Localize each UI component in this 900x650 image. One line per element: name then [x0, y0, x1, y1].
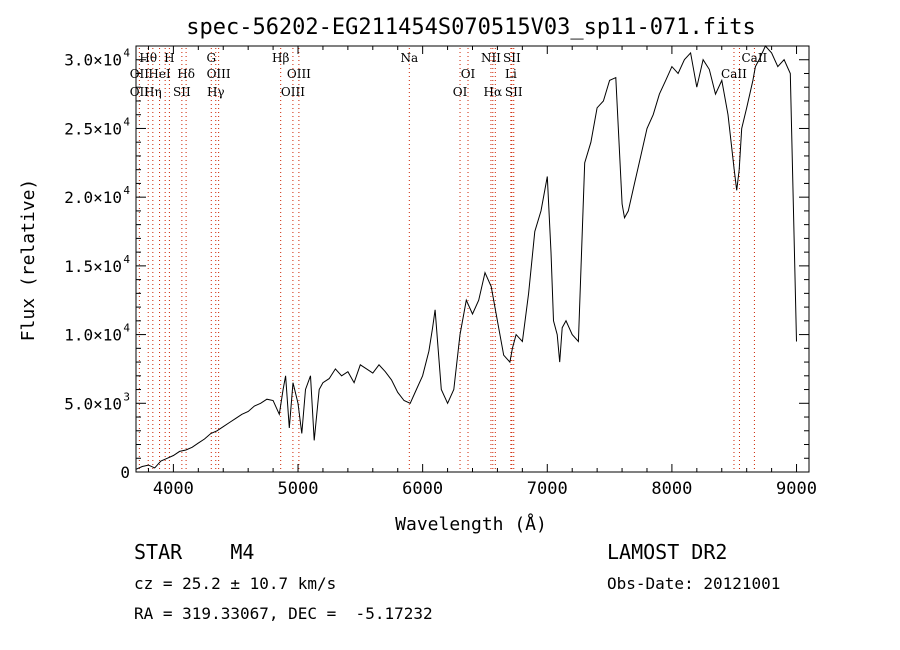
line-label: Hθ [139, 51, 157, 65]
y-tick-label: 3.0×10 [64, 51, 122, 70]
y-tick-label: 1.0×10 [64, 326, 122, 345]
y-tick-label: 2.0×10 [64, 188, 122, 207]
line-label: OIII [281, 85, 305, 99]
line-labels: OII OII Hθ Hη HeI H SII Hδ G Hγ OIII Hβ OIII OIII Na OI… [130, 51, 768, 99]
y-axis-label: Flux (relative) [18, 179, 39, 342]
star-classification: STAR M4 [134, 540, 255, 564]
line-label: OI [461, 67, 476, 81]
x-tick-label: 5000 [278, 479, 319, 499]
line-label: Hα [484, 85, 503, 99]
plot-frame [135, 45, 810, 473]
x-tick-label: 6000 [402, 479, 443, 499]
y-tick-exponent: 4 [123, 47, 130, 60]
chart-title: spec-56202-EG211454S070515V03_sp11-071.f… [186, 15, 756, 40]
line-label: Hβ [272, 51, 289, 65]
line-label: G [206, 51, 216, 65]
survey-name: LAMOST DR2 [607, 540, 728, 564]
coordinates: RA = 319.33067, DEC = -5.17232 [134, 604, 433, 623]
line-label: CaII [721, 67, 747, 81]
x-tick-label: 9000 [776, 479, 817, 499]
line-label: SII [503, 51, 521, 65]
line-label: Hγ [207, 85, 225, 99]
line-label: OIII [287, 67, 311, 81]
line-label: Hη [144, 85, 162, 99]
line-label: HeI [148, 67, 171, 81]
line-label: Hδ [177, 67, 195, 81]
x-tick-label: 8000 [651, 479, 692, 499]
x-axis: 4000 5000 6000 7000 8000 9000 [147, 46, 817, 499]
y-tick-label: 0 [120, 463, 130, 482]
y-tick-label: 1.5×10 [64, 257, 122, 276]
line-label: Li [505, 67, 517, 81]
y-tick-exponent: 4 [123, 322, 130, 335]
line-label: OII [130, 85, 150, 99]
y-tick-exponent: 4 [123, 115, 130, 128]
line-label: H [164, 51, 174, 65]
y-axis: 05.0×10 31.0×10 41.5×10 42.0×10 42.5×10 43.0×… [64, 47, 809, 482]
x-axis-label: Wavelength (Å) [395, 513, 547, 535]
spectrum-line [135, 45, 797, 470]
line-markers [138, 48, 755, 472]
x-tick-label: 4000 [153, 479, 194, 499]
line-label: CaII [741, 51, 767, 65]
line-label: SII [505, 85, 523, 99]
observation-date: Obs-Date: 20121001 [607, 574, 781, 593]
line-label: OIII [207, 67, 231, 81]
line-label: OI [453, 85, 468, 99]
y-tick-label: 5.0×10 [64, 394, 122, 413]
y-tick-label: 2.5×10 [64, 119, 122, 138]
y-tick-exponent: 3 [123, 390, 130, 403]
line-label: SII [173, 85, 191, 99]
x-tick-label: 7000 [527, 479, 568, 499]
y-tick-exponent: 4 [123, 184, 130, 197]
line-label: NII [481, 51, 501, 65]
line-label: OII [130, 67, 150, 81]
y-tick-exponent: 4 [123, 253, 130, 266]
redshift-cz: cz = 25.2 ± 10.7 km/s [134, 574, 337, 593]
line-label: Na [400, 51, 418, 65]
